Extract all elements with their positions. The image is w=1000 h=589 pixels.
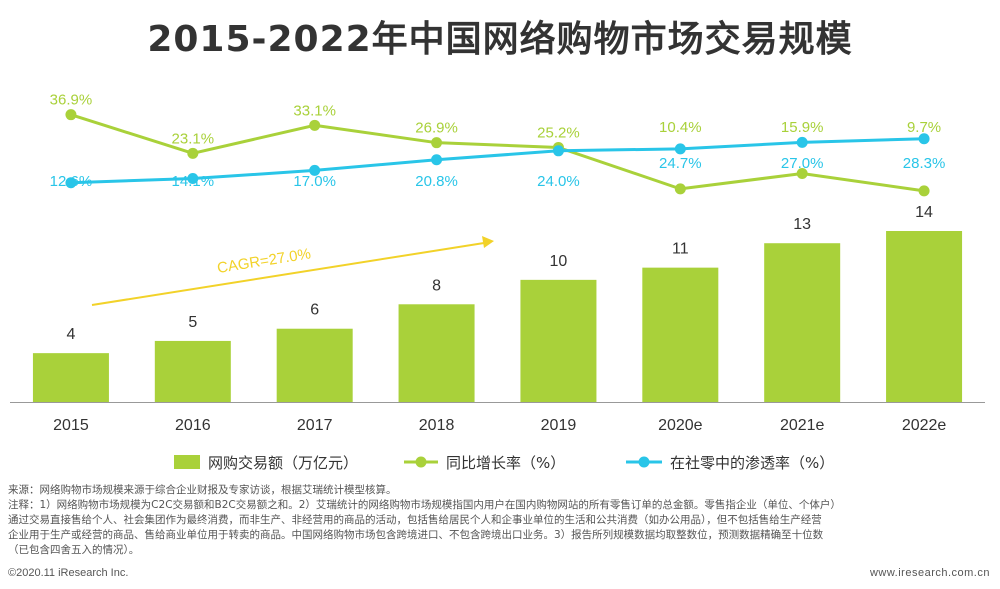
x-tick-label: 2017 [297, 417, 333, 434]
bar-value-label: 6 [310, 302, 319, 319]
penetration-point [674, 143, 686, 155]
penetration-data-label: 27.0% [781, 155, 824, 172]
legend-growth-marker [415, 456, 427, 468]
bar [398, 304, 475, 402]
penetration-data-label: 24.7% [659, 155, 702, 172]
note-line-5: （已包含四舍五入的情况）。 [8, 544, 140, 556]
legend-bar-label: 网购交易额（万亿元） [208, 454, 358, 472]
note-line-1: 来源：网络购物市场规模来源于综合企业财报及专家访谈，根据艾瑞统计模型核算。 [8, 484, 397, 496]
x-tick-label: 2019 [541, 417, 577, 434]
bar-value-label: 4 [66, 326, 75, 343]
x-tick-label: 2016 [175, 417, 211, 434]
x-tick-label: 2018 [419, 417, 455, 434]
x-tick-label: 2022e [902, 417, 947, 434]
penetration-point [187, 173, 199, 185]
penetration-point [309, 164, 321, 176]
penetration-point [796, 136, 808, 148]
website-text: www.iresearch.com.cn [869, 567, 990, 579]
growth-point [796, 167, 808, 179]
penetration-point [65, 177, 77, 189]
bar-value-label: 10 [550, 253, 568, 270]
growth-data-label: 25.2% [537, 124, 580, 141]
growth-point [187, 147, 199, 159]
growth-data-label: 36.9% [50, 92, 93, 109]
chart-title: 2015-2022年中国网络购物市场交易规模 [147, 19, 853, 60]
growth-line [70, 113, 925, 193]
bar [276, 328, 353, 402]
penetration-point [918, 133, 930, 145]
bar [154, 340, 231, 402]
source-notes: 来源：网络购物市场规模来源于综合企业财报及专家访谈，根据艾瑞统计模型核算。 注释… [8, 483, 993, 558]
growth-data-label: 15.9% [781, 119, 824, 136]
penetration-point [431, 154, 443, 166]
bar-value-label: 13 [793, 216, 811, 233]
bar-value-label: 5 [188, 314, 197, 331]
note-line-3: 通过交易直接售给个人、社会集团作为最终消费，而非生产、非经营用的商品的活动，包括… [8, 514, 822, 526]
x-tick-label: 2015 [53, 417, 89, 434]
bar [520, 279, 597, 402]
bar [886, 231, 963, 402]
penetration-data-label: 17.0% [293, 173, 336, 190]
bar-value-label: 11 [672, 241, 689, 258]
x-tick-label: 2020e [658, 417, 703, 434]
legend-penetration-label: 在社零中的渗透率（%） [670, 454, 834, 472]
growth-point [309, 119, 321, 131]
legend-growth-label: 同比增长率（%） [446, 454, 565, 472]
legend-penetration-marker [638, 456, 650, 468]
bar [642, 267, 719, 402]
penetration-point [552, 145, 564, 157]
bar [764, 243, 841, 402]
cagr-arrow-line [91, 242, 485, 306]
bar-value-label: 14 [915, 204, 933, 221]
copyright-text: ©2020.11 iResearch Inc. [8, 567, 129, 579]
x-tick-label: 2021e [780, 417, 825, 434]
bar [32, 353, 109, 402]
legend-bar-swatch [174, 455, 200, 469]
bar-value-label: 8 [432, 277, 441, 294]
penetration-data-label: 20.8% [415, 173, 458, 190]
growth-data-label: 9.7% [907, 119, 941, 136]
cagr-arrow-head [482, 236, 494, 248]
growth-data-label: 26.9% [415, 120, 458, 137]
growth-data-label: 23.1% [172, 130, 215, 147]
note-line-2: 注释：1）网络购物市场规模为C2C交易额和B2C交易额之和。2）艾瑞统计的网络购… [8, 499, 841, 511]
growth-point [918, 185, 930, 197]
penetration-data-label: 14.1% [172, 173, 215, 190]
penetration-data-label: 24.0% [537, 173, 580, 190]
penetration-data-label: 12.6% [50, 173, 93, 190]
growth-point [431, 137, 443, 149]
growth-point [674, 183, 686, 195]
growth-data-label: 33.1% [293, 102, 336, 119]
note-line-4: 企业用于生产或经营的商品、售给商业单位用于转卖的商品。中国网络购物市场包含跨境进… [8, 529, 824, 541]
growth-data-label: 10.4% [659, 119, 702, 136]
penetration-data-label: 28.3% [903, 155, 946, 172]
chart-canvas: 4 2015 5 2016 6 2017 8 2018 10 2019 11 2020e 13 2021e… [10, 92, 985, 472]
growth-point [65, 109, 77, 121]
penetration-line [70, 137, 925, 185]
